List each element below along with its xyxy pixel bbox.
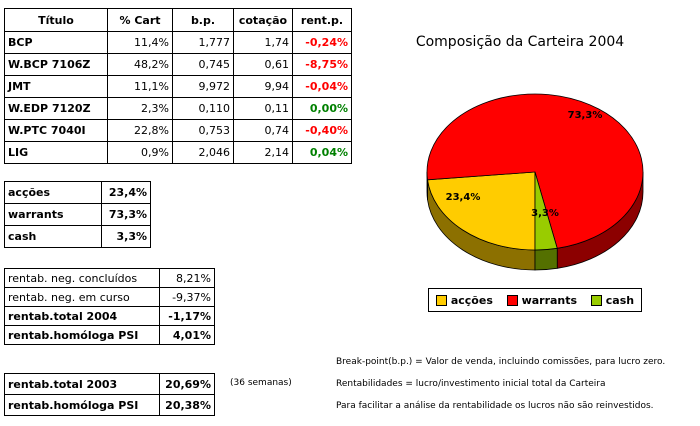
pie-slice-side [534,247,558,271]
chart-legend: acções warrants cash [428,288,642,312]
returns-label: rentab.total 2004 [4,306,160,326]
cell-rent: -0,24% [292,31,352,54]
note-breakpoint: Break-point(b.p.) = Valor de venda, incl… [336,357,666,367]
legend-item: cash [590,293,635,307]
cell-rent: 0,04% [292,141,352,164]
table-row: W.BCP 7106Z 48,2% 0,745 0,61 -8,75% [4,53,352,76]
cell-cart: 0,9% [107,141,173,164]
returns-table: rentab. neg. concluídos 8,21% rentab. neg.… [4,268,215,345]
weeks-note: (36 semanas) [230,378,292,388]
returns-value: 8,21% [159,268,215,288]
allocation-value: 3,3% [101,225,151,248]
chart-title: Composição da Carteira 2004 [415,34,625,50]
cell-rent: -0,04% [292,75,352,98]
table-row: rentab.homóloga PSI 4,01% [4,325,215,345]
cell-cotacao: 0,61 [233,53,293,76]
cell-titulo: JMT [4,75,108,98]
portfolio-header-row: Título % Cart b.p. cotação rent.p. [4,8,352,32]
table-row: rentab.total 2004 -1,17% [4,306,215,326]
legend-swatch [435,294,447,306]
table-row: W.EDP 7120Z 2,3% 0,110 0,11 0,00% [4,97,352,120]
cell-cart: 22,8% [107,119,173,142]
legend-label: acções [450,293,493,307]
cell-titulo: LIG [4,141,108,164]
returns-2003-value: 20,38% [159,394,215,416]
allocation-value: 73,3% [101,203,151,226]
table-row: warrants 73,3% [4,203,151,226]
cell-cotacao: 9,94 [233,75,293,98]
table-row: W.PTC 7040I 22,8% 0,753 0,74 -0,40% [4,119,352,142]
returns-2003-value: 20,69% [159,373,215,395]
pie-slice-cash [534,171,558,251]
cell-titulo: W.BCP 7106Z [4,53,108,76]
cell-cart: 11,1% [107,75,173,98]
pie-slice-warrants [426,93,644,249]
returns-value: -9,37% [159,287,215,307]
cell-cotacao: 2,14 [233,141,293,164]
header-cotacao: cotação [233,8,293,32]
returns-value: 4,01% [159,325,215,345]
allocation-table: acções 23,4% warrants 73,3% cash 3,3% [4,181,151,248]
returns-2003-label: rentab.total 2003 [4,373,160,395]
legend-label: cash [605,293,635,307]
table-row: rentab.homóloga PSI 20,38% [4,394,215,416]
cell-titulo: W.EDP 7120Z [4,97,108,120]
cell-titulo: W.PTC 7040I [4,119,108,142]
portfolio-table: Título % Cart b.p. cotação rent.p. BCP 11… [4,8,352,164]
cell-rent: 0,00% [292,97,352,120]
table-row: cash 3,3% [4,225,151,248]
pie-slice-accoes [427,171,536,251]
legend-label: warrants [521,293,578,307]
cell-cart: 2,3% [107,97,173,120]
pie-data-label: 3,3% [531,208,559,219]
pie-slice-side [426,171,428,200]
pie-slice-side [427,179,536,271]
returns-label: rentab.homóloga PSI [4,325,160,345]
table-row: rentab.total 2003 20,69% [4,373,215,395]
pie-slice-side [556,171,644,269]
header-cart: % Cart [107,8,173,32]
cell-bp: 0,110 [172,97,234,120]
table-row: BCP 11,4% 1,777 1,74 -0,24% [4,31,352,54]
returns-value: -1,17% [159,306,215,326]
cell-titulo: BCP [4,31,108,54]
table-row: rentab. neg. em curso -9,37% [4,287,215,307]
legend-item: warrants [506,293,578,307]
allocation-label: cash [4,225,102,248]
cell-cotacao: 0,74 [233,119,293,142]
legend-swatch [590,294,602,306]
cell-bp: 2,046 [172,141,234,164]
table-row: JMT 11,1% 9,972 9,94 -0,04% [4,75,352,98]
table-row: LIG 0,9% 2,046 2,14 0,04% [4,141,352,164]
table-row: rentab. neg. concluídos 8,21% [4,268,215,288]
allocation-label: acções [4,181,102,204]
cell-bp: 9,972 [172,75,234,98]
legend-swatch [506,294,518,306]
header-bp: b.p. [172,8,234,32]
returns-label: rentab. neg. em curso [4,287,160,307]
header-titulo: Título [4,8,108,32]
note-reinvest: Para facilitar a análise da rentabilidad… [336,401,654,411]
allocation-value: 23,4% [101,181,151,204]
returns-2003-label: rentab.homóloga PSI [4,394,160,416]
cell-cotacao: 1,74 [233,31,293,54]
cell-rent: -8,75% [292,53,352,76]
returns-2003-table: rentab.total 2003 20,69% rentab.homóloga P… [4,373,215,416]
cell-bp: 0,753 [172,119,234,142]
header-rent: rent.p. [292,8,352,32]
legend-item: acções [435,293,493,307]
cell-bp: 1,777 [172,31,234,54]
cell-cart: 48,2% [107,53,173,76]
note-rentabilidades: Rentabilidades = lucro/investimento inic… [336,379,606,389]
returns-label: rentab. neg. concluídos [4,268,160,288]
pie-data-label: 73,3% [568,110,603,121]
cell-cart: 11,4% [107,31,173,54]
allocation-label: warrants [4,203,102,226]
cell-rent: -0,40% [292,119,352,142]
cell-cotacao: 0,11 [233,97,293,120]
table-row: acções 23,4% [4,181,151,204]
pie-data-label: 23,4% [446,192,481,203]
cell-bp: 0,745 [172,53,234,76]
